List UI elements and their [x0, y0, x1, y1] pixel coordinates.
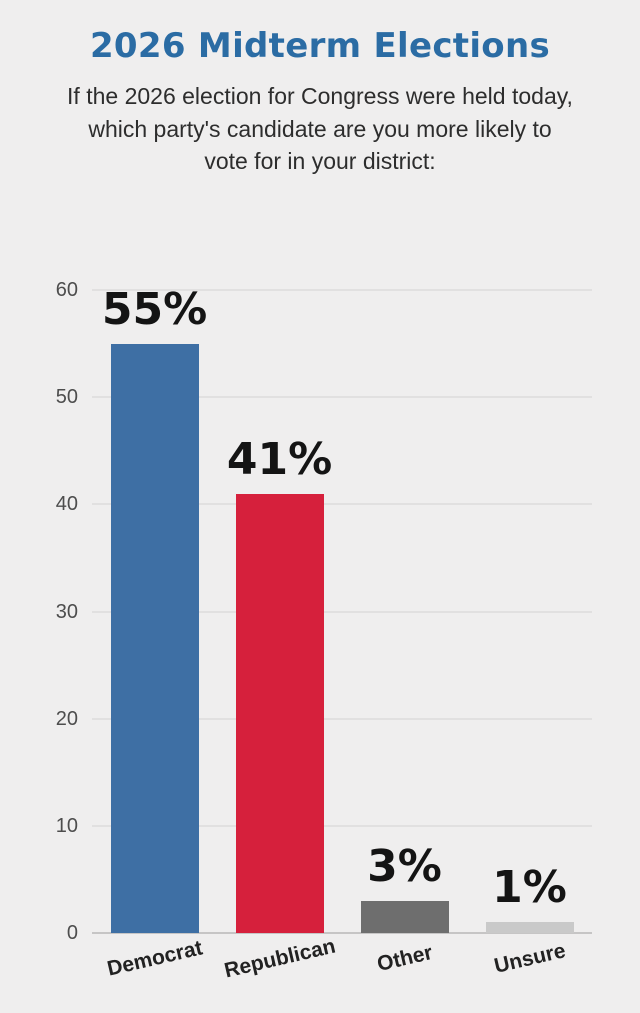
x-axis-label-democrat: Democrat — [104, 936, 205, 981]
gridline — [92, 503, 592, 506]
bar-column-unsure: 1% Unsure — [467, 290, 592, 978]
y-axis-tick-label: 0 — [66, 922, 78, 944]
bar-column-republican: 41% Republican — [217, 290, 342, 982]
gridline — [92, 717, 592, 720]
bar-republican[interactable] — [235, 493, 324, 933]
x-axis-label-other: Other — [374, 941, 435, 977]
x-axis-baseline — [92, 932, 592, 934]
x-axis-label-unsure: Unsure — [491, 939, 568, 978]
chart-subtitle: If the 2026 election for Congress were h… — [67, 83, 573, 175]
value-label-other: 3% — [367, 840, 442, 892]
chart-title: 2026 Midterm Elections — [89, 26, 551, 66]
y-axis-tick-label: 20 — [55, 707, 78, 730]
bar-column-democrat: 55% Democrat — [92, 283, 217, 981]
gridline — [92, 289, 592, 291]
y-axis-tick-label: 10 — [55, 814, 78, 837]
bar-democrat[interactable] — [110, 343, 199, 933]
value-label-democrat: 55% — [101, 283, 208, 335]
value-label-unsure: 1% — [492, 862, 567, 914]
gridline — [92, 396, 592, 399]
bar-columns: 55% Democrat 41% Republican 3% Other 1% Unsure — [92, 283, 592, 982]
x-axis-label-republican: Republican — [221, 934, 338, 983]
bar-unsure[interactable] — [485, 922, 574, 933]
value-label-republican: 41% — [226, 433, 333, 485]
gridline — [92, 824, 592, 827]
gridline — [92, 610, 592, 613]
bar-column-other: 3% Other — [342, 290, 467, 976]
y-axis-tick-label: 60 — [55, 279, 78, 301]
bar-other[interactable] — [360, 900, 449, 933]
y-axis-tick-label: 50 — [55, 386, 78, 409]
y-axis-tick-label: 30 — [55, 600, 78, 623]
bar-chart-plot-area: 0 10 20 30 40 50 60 55% Democrat 41% Republican 3% O… — [56, 280, 592, 982]
y-axis-tick-label: 40 — [55, 493, 78, 516]
